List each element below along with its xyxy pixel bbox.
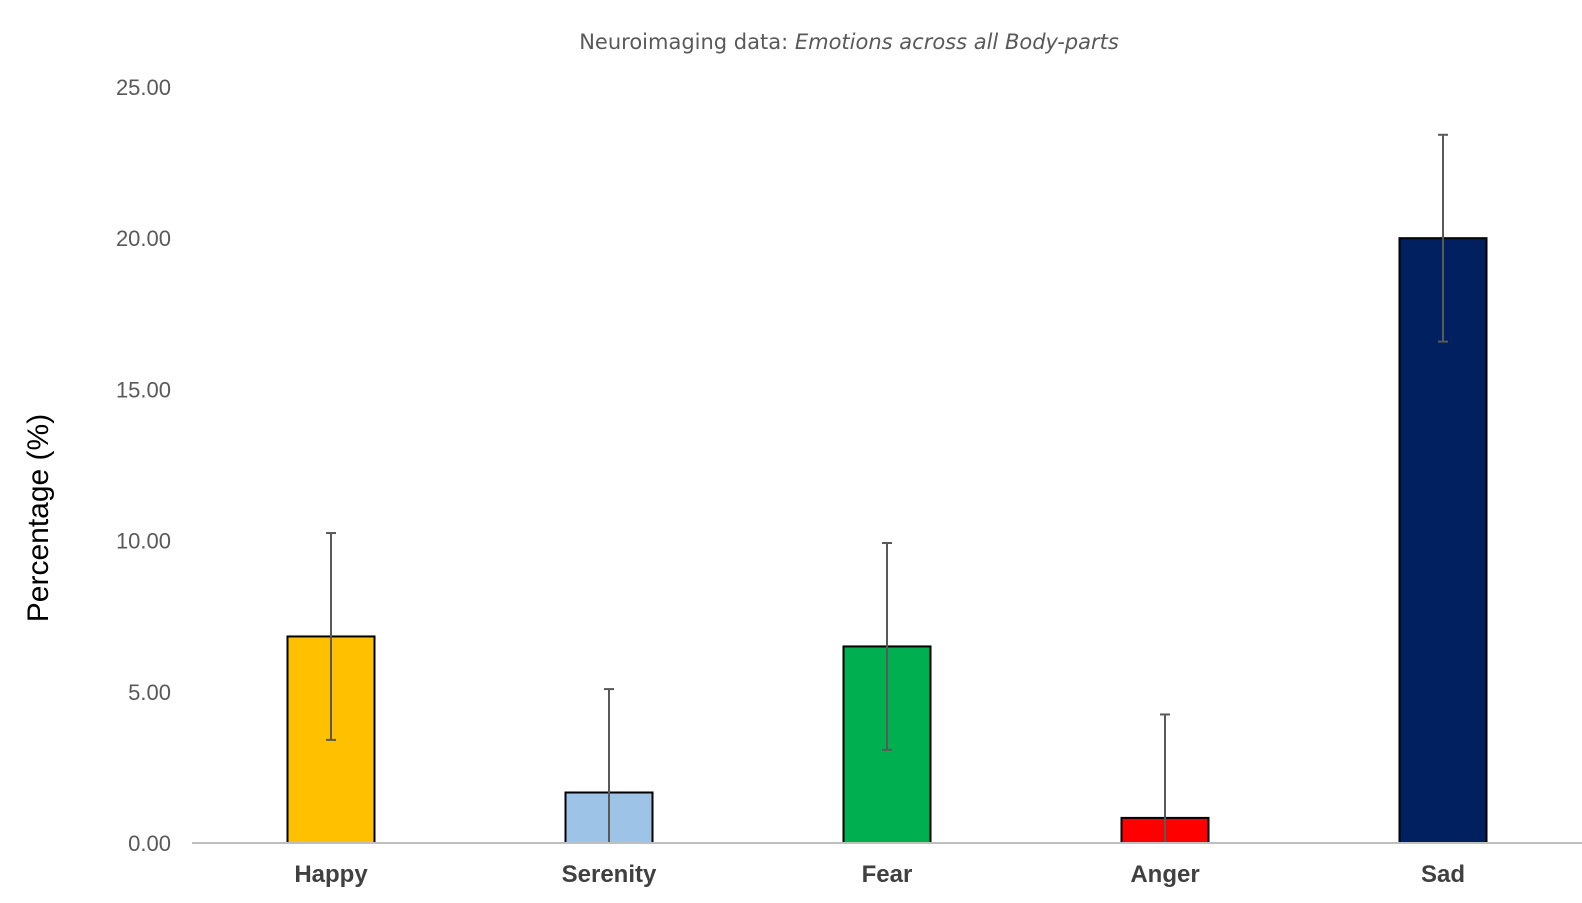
y-tick-label: 5.00 [128,680,171,705]
chart-title-prefix: Neuroimaging data: [579,30,795,54]
y-tick-label: 0.00 [128,831,171,856]
x-tick-label: Anger [1130,861,1199,888]
error-bars [326,133,1448,843]
error-bar-happy [326,532,336,741]
y-tick-label: 15.00 [116,377,171,402]
bars [286,237,1488,845]
error-bar-anger [1160,713,1170,843]
x-axis-labels: Happy Serenity Fear Anger Sad [294,861,1465,888]
x-tick-label: Sad [1421,861,1465,888]
x-tick-label: Fear [862,861,913,888]
y-axis-label: Percentage (%) [22,414,55,622]
y-tick-label: 20.00 [116,226,171,251]
error-bar-sad [1438,133,1448,343]
y-tick-label: 10.00 [116,529,171,554]
chart-title: Neuroimaging data: Emotions across all B… [579,30,1119,54]
error-bar-fear [882,542,892,751]
chart-title-emphasis: Emotions across all Body-parts [795,30,1119,54]
x-tick-label: Happy [294,861,368,888]
x-tick-label: Serenity [562,861,657,888]
y-tick-label: 25.00 [116,75,171,100]
y-axis-ticks: 0.00 5.00 10.00 15.00 20.00 25.00 [116,75,171,856]
error-bar-serenity [604,688,614,843]
